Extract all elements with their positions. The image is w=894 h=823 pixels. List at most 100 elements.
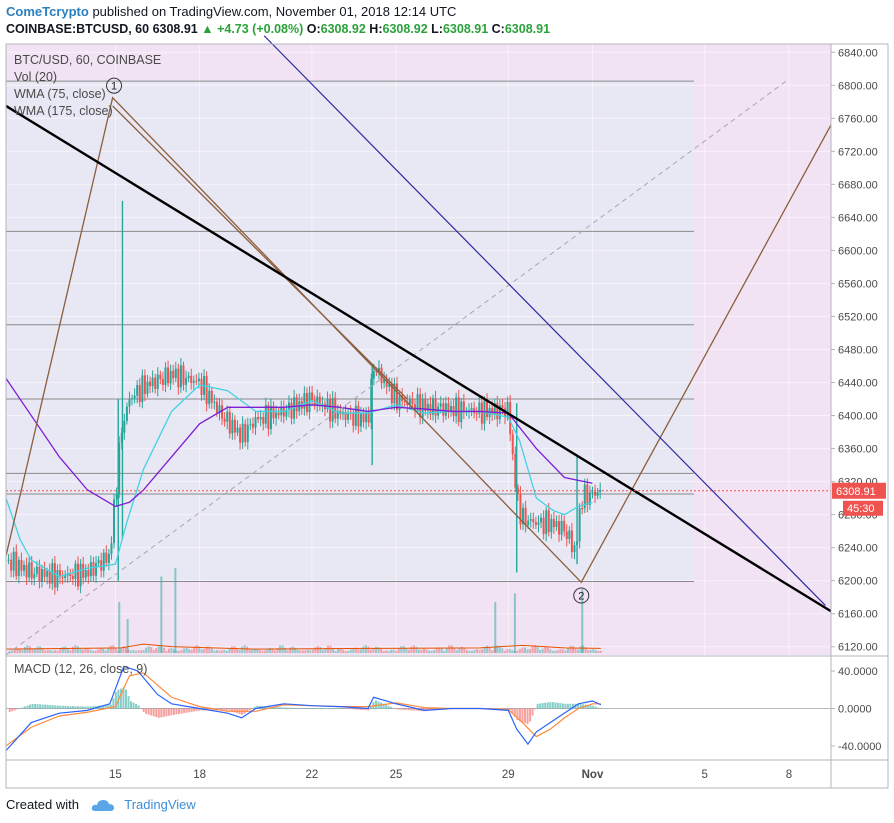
candle-body — [154, 377, 157, 389]
volume-bar — [180, 649, 183, 653]
candle-body — [547, 510, 550, 533]
volume-bar — [291, 646, 294, 653]
volume-bar — [215, 650, 218, 653]
candle-body — [231, 419, 234, 434]
price-tick-label: 6760.00 — [838, 113, 878, 125]
volume-bar — [541, 648, 544, 653]
macd-histogram-bar — [324, 708, 327, 709]
candle-body — [470, 408, 473, 411]
candle-body — [514, 453, 517, 488]
macd-histogram-bar — [513, 708, 516, 717]
candle-body — [537, 522, 540, 525]
candle-body — [7, 559, 10, 561]
volume-bar — [417, 649, 420, 653]
volume-bar — [369, 649, 372, 653]
macd-histogram-bar — [296, 707, 299, 709]
macd-histogram-bar — [571, 703, 574, 709]
macd-histogram-bar — [561, 703, 564, 709]
volume-bar — [597, 650, 600, 653]
macd-histogram-bar — [405, 708, 408, 711]
macd-histogram-bar — [61, 705, 64, 709]
volume-bar — [140, 650, 143, 653]
volume-bar — [84, 648, 87, 653]
candle-body — [267, 405, 270, 430]
candle-body — [583, 484, 586, 509]
volume-bar — [271, 648, 274, 653]
tradingview-brand[interactable]: TradingView — [124, 797, 196, 812]
macd-histogram-bar — [369, 706, 372, 709]
volume-bar — [364, 645, 367, 653]
volume-bar — [329, 645, 332, 653]
volume-bar — [268, 647, 271, 653]
volume-bar — [564, 650, 567, 653]
macd-legend: MACD (12, 26, close, 9) — [14, 662, 148, 676]
volume-bar — [319, 646, 322, 653]
volume-bar — [51, 650, 54, 653]
macd-histogram-bar — [551, 702, 554, 709]
candle-body — [303, 393, 306, 409]
open-value: 6308.92 — [320, 22, 366, 36]
candle-body — [524, 507, 527, 526]
volume-bar — [521, 647, 524, 653]
macd-histogram-bar — [319, 708, 322, 709]
volume-bar — [39, 646, 42, 653]
candle-body — [159, 374, 162, 379]
candle-body — [97, 560, 100, 564]
volume-bar — [524, 647, 527, 653]
volume-bar — [470, 650, 473, 653]
volume-bar — [102, 648, 105, 653]
macd-histogram-bar — [392, 708, 395, 709]
volume-bar — [412, 645, 415, 653]
candle-body — [151, 377, 154, 387]
macd-histogram-bar — [344, 708, 347, 709]
candle-body — [316, 396, 319, 405]
macd-histogram-bar — [185, 708, 188, 713]
volume-bar — [311, 649, 314, 653]
macd-histogram-bar — [541, 703, 544, 709]
volume-bar — [465, 650, 468, 653]
volume-bar — [210, 648, 213, 653]
countdown-label: 45:30 — [847, 503, 875, 515]
candle-body — [439, 403, 442, 407]
time-tick-label: 25 — [390, 769, 403, 781]
volume-bar — [405, 648, 408, 653]
volume-bar — [362, 646, 365, 653]
candle-body — [20, 559, 23, 571]
candle-body — [257, 417, 260, 420]
macd-histogram-bar — [107, 704, 110, 709]
volume-bar — [203, 648, 206, 653]
macd-histogram-bar — [342, 708, 345, 709]
volume-bar — [29, 646, 32, 653]
macd-histogram-bar — [220, 708, 223, 711]
candle-body — [442, 403, 445, 416]
macd-histogram-bar — [49, 705, 52, 709]
volume-bar — [253, 648, 256, 653]
macd-histogram-bar — [546, 702, 549, 709]
volume-bar — [170, 648, 173, 653]
macd-histogram-bar — [150, 708, 153, 716]
candle-body — [540, 517, 543, 523]
candle-body — [599, 489, 602, 492]
volume-bar — [299, 650, 302, 653]
countdown-tag — [843, 500, 883, 516]
candle-body — [100, 560, 103, 571]
candle-body — [53, 563, 56, 588]
candle-body — [591, 491, 594, 493]
candle-body — [215, 401, 218, 414]
candle-body — [200, 378, 203, 395]
macd-histogram-bar — [94, 705, 97, 709]
macd-histogram-bar — [76, 706, 79, 709]
macd-histogram-bar — [304, 708, 307, 709]
macd-histogram-bar — [226, 708, 228, 711]
volume-bar — [435, 648, 438, 653]
macd-histogram-bar — [284, 707, 287, 709]
macd-histogram-bar — [71, 706, 74, 709]
macd-histogram-bar — [54, 705, 57, 709]
candle-body — [491, 407, 494, 415]
macd-histogram-bar — [130, 701, 133, 709]
author-name[interactable]: ComeTcrypto — [6, 4, 89, 19]
macd-histogram-bar — [362, 708, 365, 710]
candle-body — [192, 380, 195, 383]
price-tick-label: 6560.00 — [838, 278, 878, 290]
